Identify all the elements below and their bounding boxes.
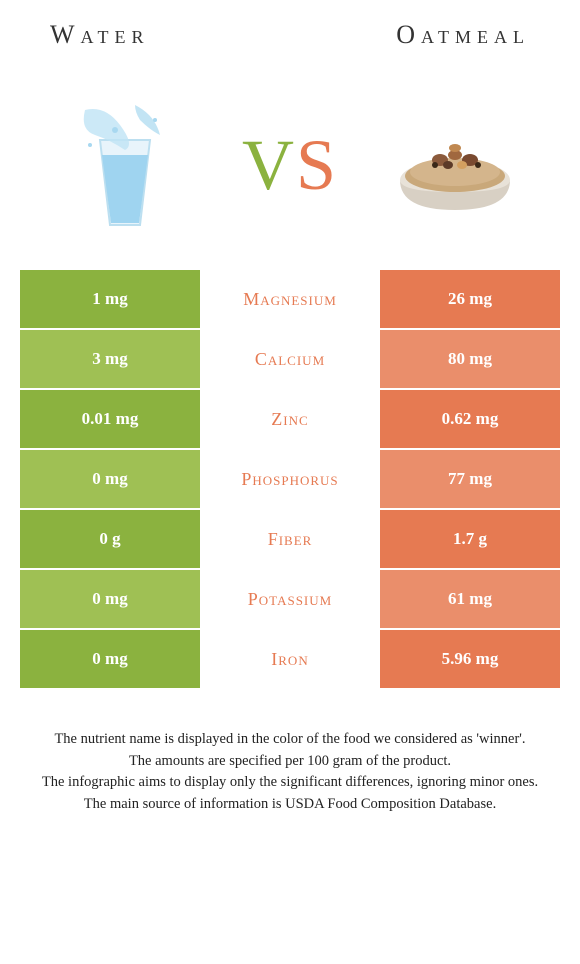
- left-value: 3 mg: [20, 330, 200, 388]
- left-value: 0 g: [20, 510, 200, 568]
- right-value: 0.62 mg: [380, 390, 560, 448]
- images-row: VS: [20, 100, 560, 230]
- nutrient-name: Phosphorus: [200, 450, 380, 508]
- right-value: 61 mg: [380, 570, 560, 628]
- table-row: 3 mgCalcium80 mg: [20, 330, 560, 390]
- footer-notes: The nutrient name is displayed in the co…: [20, 730, 560, 814]
- left-value: 0.01 mg: [20, 390, 200, 448]
- right-value: 5.96 mg: [380, 630, 560, 688]
- table-row: 0 mgPhosphorus77 mg: [20, 450, 560, 510]
- nutrient-name: Iron: [200, 630, 380, 688]
- water-image: [60, 100, 190, 230]
- table-row: 1 mgMagnesium26 mg: [20, 270, 560, 330]
- nutrient-name: Calcium: [200, 330, 380, 388]
- left-value: 0 mg: [20, 450, 200, 508]
- right-value: 77 mg: [380, 450, 560, 508]
- right-food-title: Oatmeal: [396, 20, 530, 50]
- table-row: 0.01 mgZinc0.62 mg: [20, 390, 560, 450]
- table-row: 0 gFiber1.7 g: [20, 510, 560, 570]
- footer-line: The nutrient name is displayed in the co…: [30, 730, 550, 750]
- right-value: 1.7 g: [380, 510, 560, 568]
- left-food-title: Water: [50, 20, 150, 50]
- right-value: 80 mg: [380, 330, 560, 388]
- footer-line: The main source of information is USDA F…: [30, 795, 550, 815]
- left-value: 1 mg: [20, 270, 200, 328]
- vs-v: V: [242, 125, 296, 205]
- left-value: 0 mg: [20, 630, 200, 688]
- footer-line: The amounts are specified per 100 gram o…: [30, 752, 550, 772]
- nutrient-name: Fiber: [200, 510, 380, 568]
- left-value: 0 mg: [20, 570, 200, 628]
- header-titles: Water Oatmeal: [20, 20, 560, 50]
- vs-s: S: [296, 125, 338, 205]
- table-row: 0 mgPotassium61 mg: [20, 570, 560, 630]
- footer-line: The infographic aims to display only the…: [30, 773, 550, 793]
- table-row: 0 mgIron5.96 mg: [20, 630, 560, 690]
- right-value: 26 mg: [380, 270, 560, 328]
- nutrient-name: Zinc: [200, 390, 380, 448]
- nutrient-name: Magnesium: [200, 270, 380, 328]
- nutrient-table: 1 mgMagnesium26 mg3 mgCalcium80 mg0.01 m…: [20, 270, 560, 690]
- oatmeal-image: [390, 100, 520, 230]
- vs-label: VS: [242, 124, 338, 207]
- nutrient-name: Potassium: [200, 570, 380, 628]
